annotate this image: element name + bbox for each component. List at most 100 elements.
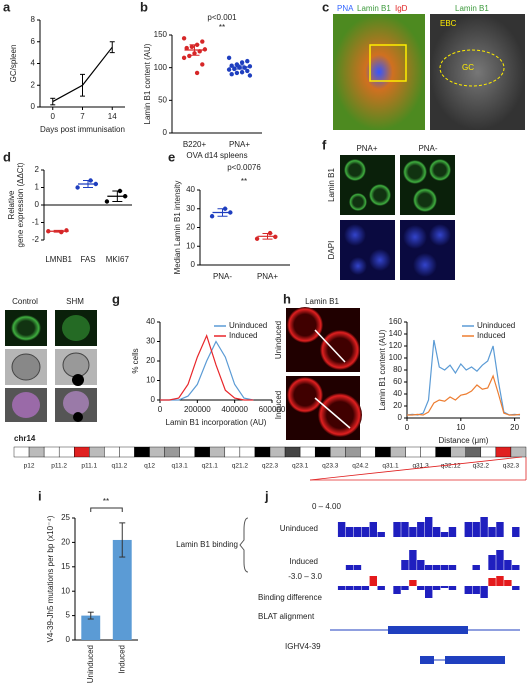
data-point	[245, 58, 250, 64]
chromosome-band	[510, 446, 527, 458]
y-tick-label: 10	[146, 376, 155, 385]
coverage-bar	[369, 522, 377, 537]
y-tick-label: -2	[32, 235, 40, 244]
image-label: Uninduced	[274, 321, 283, 359]
annotation: p<0.0076	[227, 163, 261, 172]
y-tick-label: -1	[32, 218, 40, 227]
series-line	[160, 333, 254, 401]
difference-bar	[464, 586, 472, 594]
range-label: -3.0 – 3.0	[288, 572, 322, 581]
y-tick-label: 140	[389, 329, 403, 338]
image-label: PNA-	[418, 144, 437, 153]
y-tick-label: 20	[146, 356, 155, 365]
difference-bar	[377, 586, 385, 590]
chromosome-band	[164, 446, 180, 458]
chromosome-band	[119, 446, 135, 458]
bar	[81, 615, 101, 640]
ideogram: p12 p11.2 p11.1 q11.2 q12 q13.1 q21.1 q21.2 q22.…	[13, 446, 527, 470]
x-axis-label: OVA d14 spleens	[186, 151, 247, 160]
image-label: PNA	[337, 4, 354, 13]
difference-bar	[448, 586, 457, 590]
image-label: PNA+	[356, 144, 377, 153]
coverage-bar	[377, 532, 385, 537]
coverage-bar	[448, 565, 457, 570]
y-tick-label: 30	[186, 204, 195, 213]
y-tick-label: 20	[393, 401, 402, 410]
y-tick-label: 20	[186, 223, 195, 232]
image-label: EBC	[440, 19, 457, 28]
x-axis-label: Days post immunisation	[40, 125, 125, 134]
y-tick-label: 6	[31, 37, 36, 46]
y-tick-label: 100	[389, 353, 403, 362]
image-label: Control	[12, 297, 38, 306]
chromosome-band	[480, 446, 497, 458]
coverage-bar	[472, 565, 480, 570]
data-point	[209, 214, 215, 219]
x-axis-label: Lamin B1 incorporation (AU)	[166, 418, 267, 427]
chromosome-band	[450, 446, 466, 458]
image-label: GC	[462, 63, 474, 72]
feature-label: BLAT alignment	[258, 612, 315, 621]
data-point	[104, 199, 110, 204]
data-point	[247, 73, 253, 78]
chromosome-band	[284, 446, 301, 458]
y-tick-label: 30	[146, 337, 155, 346]
coverage-bar	[488, 555, 496, 570]
y-tick-label: 0	[398, 413, 403, 422]
x-tick-label: 0	[51, 112, 56, 121]
chromosome-band	[330, 446, 346, 458]
band-label: q24.2	[352, 463, 369, 470]
band-label: q32.2	[473, 463, 490, 470]
image-label: DAPI	[327, 241, 336, 260]
chromosome-band	[89, 446, 105, 458]
brace	[239, 517, 249, 573]
chromosome-band	[74, 446, 90, 458]
panel-label: c	[322, 0, 329, 14]
data-point	[200, 39, 205, 44]
coverage-bar	[464, 522, 472, 537]
difference-bar	[401, 586, 409, 590]
x-tick-label: B220+	[183, 140, 207, 149]
y-tick-label: 10	[61, 586, 70, 595]
y-tick-label: 0	[31, 102, 36, 111]
panel-label: j	[264, 488, 269, 503]
difference-bar	[512, 586, 520, 590]
cell-images	[286, 307, 362, 440]
difference-bar	[480, 586, 488, 598]
zoom-line	[309, 456, 523, 481]
y-tick-label: 15	[61, 562, 70, 571]
coverage-bar	[488, 527, 496, 537]
data-point	[229, 72, 234, 77]
coverage-bar	[409, 527, 417, 537]
micrograph	[430, 14, 525, 130]
coverage-bar	[361, 527, 370, 537]
panel-label: f	[322, 137, 327, 152]
chromosome-band	[194, 446, 210, 458]
chromosome-band	[28, 446, 45, 458]
image-label: Lamin B1	[327, 168, 336, 202]
coverage-bar	[512, 527, 520, 537]
chromosome-band	[269, 446, 286, 458]
data-point	[189, 44, 195, 49]
difference-bar	[472, 586, 480, 594]
panel-label: h	[283, 291, 291, 306]
band-label: q11.2	[112, 463, 128, 470]
x-tick-label: Induced	[117, 645, 126, 673]
coverage-bar	[353, 527, 362, 537]
difference-bar	[488, 578, 496, 586]
y-axis-label: Relative	[7, 190, 16, 219]
x-tick-label: 7	[80, 112, 85, 121]
track-label: Induced	[290, 557, 318, 566]
data-point	[226, 55, 232, 61]
chromosome-band	[314, 446, 331, 458]
y-tick-label: 20	[61, 538, 70, 547]
data-point	[234, 70, 240, 76]
difference-bar	[496, 576, 504, 586]
band-label: q32.12	[441, 463, 461, 470]
y-axis-label: GC/spleen	[9, 45, 18, 83]
legend-label: Induced	[229, 331, 257, 340]
panel-label: d	[3, 149, 11, 164]
coverage-bar	[512, 565, 520, 570]
coverage-bar	[440, 565, 449, 570]
coverage-bar	[472, 522, 480, 537]
